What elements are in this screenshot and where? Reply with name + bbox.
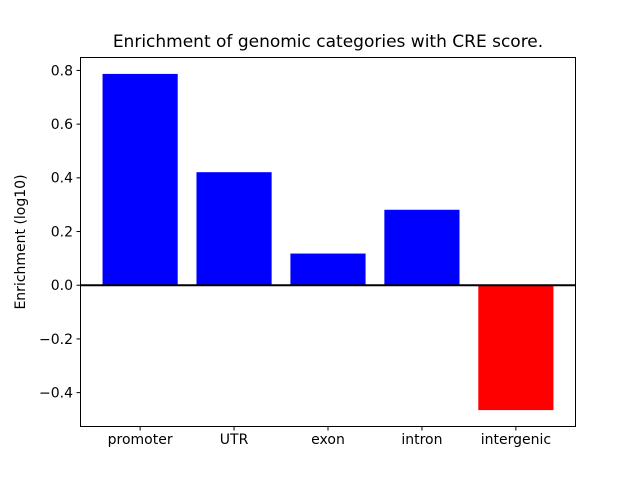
bar-intron [384, 209, 460, 286]
y-tick-label: 0.8 [51, 63, 73, 79]
y-tick-label: −0.2 [39, 332, 73, 348]
y-tick-label: 0.0 [51, 278, 73, 294]
y-tick-label: 0.6 [51, 117, 73, 133]
y-tick-label: −0.4 [39, 386, 73, 402]
y-axis-label: Enrichment (log10) [13, 174, 29, 310]
chart-title: Enrichment of genomic categories with CR… [112, 32, 544, 52]
x-tick-label-promoter: promoter [108, 432, 173, 448]
x-tick-label-exon: exon [311, 432, 345, 448]
bar-UTR [196, 172, 272, 286]
plot-border [80, 57, 576, 427]
bar-intergenic [478, 285, 554, 411]
y-tick-label: 0.4 [51, 171, 73, 187]
x-tick-label-intron: intron [401, 432, 442, 448]
x-tick-label-intergenic: intergenic [481, 432, 551, 448]
bar-promoter [102, 73, 178, 286]
x-tick-label-UTR: UTR [220, 432, 249, 448]
y-tick-label: 0.2 [51, 224, 73, 240]
bar-exon [290, 253, 366, 286]
plot-area: 0.8 0.6 0.4 0.2 0.0 −0.2 −0.4 promoter UTR exon in… [39, 57, 576, 448]
